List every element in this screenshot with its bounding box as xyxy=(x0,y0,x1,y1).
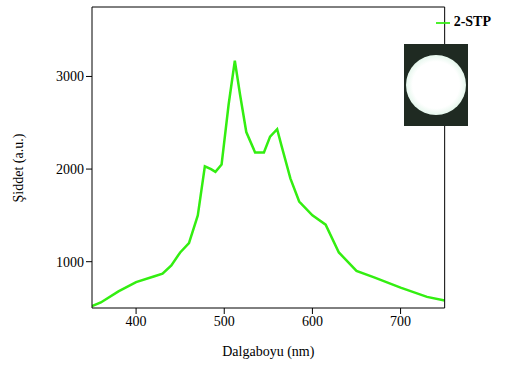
html-text:2-STP: 2-STP xyxy=(453,14,491,29)
svg-text:2000: 2000 xyxy=(56,162,84,177)
svg-text:1000: 1000 xyxy=(56,255,84,270)
svg-text:Şiddet (a.u.): Şiddet (a.u.) xyxy=(11,133,27,202)
svg-text:500: 500 xyxy=(214,314,235,329)
svg-text:Dalgaboyu (nm): Dalgaboyu (nm) xyxy=(222,344,314,360)
svg-text:600: 600 xyxy=(302,314,323,329)
svg-text:700: 700 xyxy=(390,314,411,329)
svg-text:3000: 3000 xyxy=(56,69,84,84)
svg-text:400: 400 xyxy=(126,314,147,329)
